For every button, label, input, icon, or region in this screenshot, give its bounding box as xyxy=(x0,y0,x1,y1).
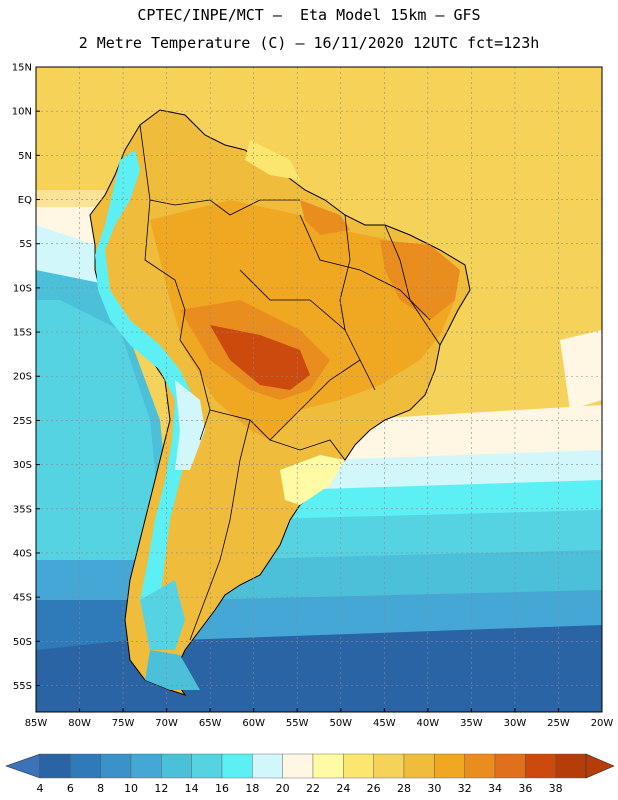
ocean-band-east-warm xyxy=(560,330,602,410)
lon-tick-label: 80W xyxy=(68,718,91,729)
border-brazil-inner xyxy=(239,269,361,361)
lat-tick-label: 25S xyxy=(13,416,32,427)
land-band-pantanal-hottest xyxy=(210,325,310,390)
lat-tick-label: 15N xyxy=(12,63,32,74)
lat-tick-label: 40S xyxy=(13,548,32,559)
colorbar-underflow-arrow xyxy=(5,753,41,779)
lat-tick-label: 30S xyxy=(13,460,32,471)
tierra-del-fuego-cold xyxy=(145,650,200,690)
latitude-axis: 15N 10N 5N EQ 5S 10S 15S 20S 25S 30S 35S 40S 45S 50S 5… xyxy=(12,63,40,692)
colorbar-swatch xyxy=(39,753,71,779)
land-band-interior-hot xyxy=(150,200,455,440)
lat-tick-label: 5N xyxy=(18,151,32,162)
colorbar-label: 6 xyxy=(67,782,74,795)
colorbar-label: 22 xyxy=(306,782,320,795)
colorbar-swatch xyxy=(494,753,526,779)
colorbar-label: 26 xyxy=(367,782,381,795)
patagonia-cold xyxy=(140,580,185,650)
colorbar-label: 30 xyxy=(427,782,441,795)
temperature-colorbar: 4 6 8 10 12 14 16 18 20 22 24 26 28 30 32 34 36 38 xyxy=(5,753,615,795)
colorbar-label: 24 xyxy=(336,782,350,795)
lon-tick-label: 65W xyxy=(199,718,222,729)
lat-tick-label: 15S xyxy=(13,328,32,339)
uruguay-mild xyxy=(280,455,345,505)
lat-tick-label: 20S xyxy=(13,372,32,383)
colorbar-label: 28 xyxy=(397,782,411,795)
colorbar-label: 8 xyxy=(97,782,104,795)
colorbar-swatch xyxy=(252,753,283,779)
lat-tick-label: EQ xyxy=(18,195,32,206)
land-temperature-field xyxy=(89,109,471,696)
colorbar-swatch xyxy=(312,753,344,779)
lat-tick-label: 55S xyxy=(13,681,32,692)
colorbar-label: 38 xyxy=(549,782,563,795)
colorbar-label: 12 xyxy=(154,782,168,795)
colorbar-swatch xyxy=(403,753,435,779)
guiana-mild xyxy=(245,140,300,180)
colorbar-swatch xyxy=(191,753,223,779)
lat-tick-label: 10S xyxy=(13,283,32,294)
colorbar-label: 10 xyxy=(124,782,138,795)
lon-tick-label: 75W xyxy=(112,718,135,729)
colorbar-label: 14 xyxy=(185,782,199,795)
colorbar-swatch xyxy=(555,753,587,779)
ocean-temperature-field xyxy=(36,67,602,712)
lon-tick-label: 20W xyxy=(591,718,614,729)
lon-tick-label: 55W xyxy=(286,718,309,729)
lon-tick-label: 30W xyxy=(504,718,527,729)
colorbar-overflow-arrow xyxy=(585,753,615,779)
colorbar-swatch xyxy=(525,753,556,779)
border-brazil-ne xyxy=(384,224,441,346)
lon-tick-label: 60W xyxy=(242,718,265,729)
longitude-axis: 85W 80W 75W 70W 65W 60W 55W 50W 45W 40W 35W 30W 25W 2… xyxy=(25,708,614,729)
lon-tick-label: 35W xyxy=(460,718,483,729)
colorbar-label: 36 xyxy=(518,782,532,795)
colorbar-label: 20 xyxy=(276,782,290,795)
graticule xyxy=(36,67,602,712)
lon-tick-label: 50W xyxy=(329,718,352,729)
colorbar-swatch xyxy=(70,753,101,779)
colorbar-swatch xyxy=(161,753,192,779)
colorbar-label: 34 xyxy=(488,782,502,795)
border-brazil-east xyxy=(339,214,351,331)
colorbar-swatch xyxy=(100,753,132,779)
lat-tick-label: 5S xyxy=(19,239,32,250)
lat-tick-label: 10N xyxy=(12,107,32,118)
andes-highland-cool xyxy=(175,380,205,470)
lon-tick-label: 40W xyxy=(417,718,440,729)
ocean-band-pacific-cold xyxy=(36,600,140,650)
colorbar-label: 16 xyxy=(215,782,229,795)
map-title-line1: CPTEC/INPE/MCT – Eta Model 15km – GFS xyxy=(137,6,481,24)
country-borders xyxy=(139,124,441,641)
lat-tick-label: 50S xyxy=(13,637,32,648)
border-uruguay xyxy=(269,439,346,461)
lon-tick-label: 70W xyxy=(155,718,178,729)
lon-tick-label: 45W xyxy=(373,718,396,729)
land-band-para-hot xyxy=(300,200,350,235)
map-title-line2: 2 Metre Temperature (C) – 16/11/2020 12U… xyxy=(78,34,540,52)
colorbar-swatch xyxy=(343,753,374,779)
colorbar-label: 4 xyxy=(37,782,44,795)
colorbar-swatch xyxy=(434,753,465,779)
lat-tick-label: 45S xyxy=(13,593,32,604)
border-west xyxy=(144,199,211,441)
colorbar-swatch xyxy=(130,753,162,779)
colorbar-label: 32 xyxy=(458,782,472,795)
lon-tick-label: 25W xyxy=(547,718,570,729)
border-south xyxy=(189,419,251,641)
colorbar-label: 18 xyxy=(245,782,259,795)
andes-cold-strip xyxy=(95,150,195,625)
colorbar-swatch xyxy=(221,753,253,779)
lon-tick-label: 85W xyxy=(25,718,48,729)
map-frame xyxy=(35,66,603,713)
ocean-band-pacific-inner xyxy=(36,300,160,600)
lat-tick-label: 35S xyxy=(13,504,32,515)
colorbar-swatch xyxy=(373,753,405,779)
colorbar-swatch xyxy=(464,753,496,779)
ocean-band-atlantic-cold xyxy=(180,590,602,640)
colorbar-swatch xyxy=(282,753,314,779)
border-central xyxy=(209,359,376,441)
